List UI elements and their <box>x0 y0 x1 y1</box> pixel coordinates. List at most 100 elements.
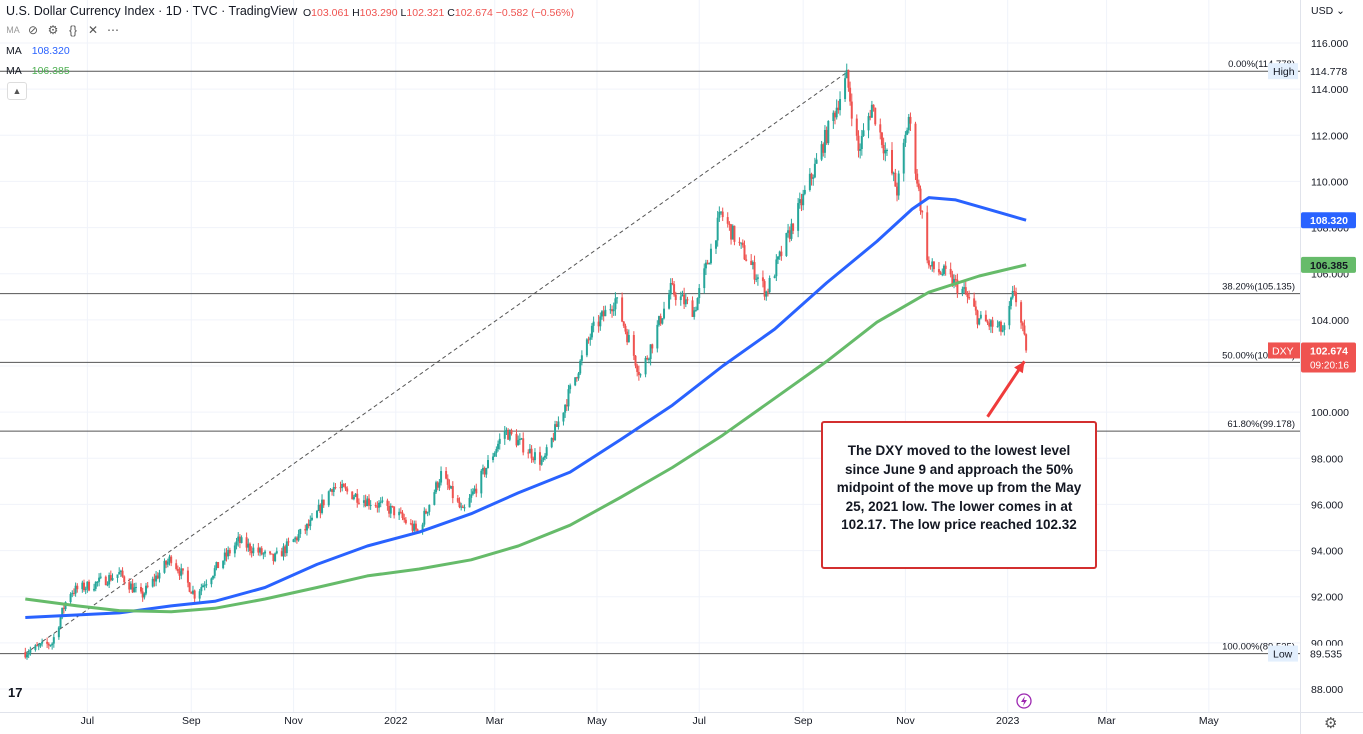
candle-body <box>798 199 801 204</box>
candle <box>718 206 721 222</box>
candle <box>745 254 748 262</box>
source-code-icon[interactable]: {} <box>68 23 77 37</box>
candle <box>626 328 629 346</box>
candle-body <box>614 298 617 310</box>
candle <box>693 306 696 320</box>
candle-body <box>1015 292 1018 303</box>
candle <box>860 129 863 156</box>
candle <box>386 498 389 511</box>
candle <box>354 493 357 498</box>
candle-body <box>440 471 443 483</box>
candle-body <box>327 491 330 506</box>
candle-body <box>989 320 992 327</box>
ma-icon[interactable]: MA <box>6 25 20 35</box>
candle <box>505 427 508 435</box>
candle <box>602 305 605 322</box>
candle-body <box>550 437 553 448</box>
candle <box>507 428 510 440</box>
candle-body <box>647 359 650 361</box>
candle-body <box>1021 322 1024 326</box>
ma-line-green <box>25 263 1027 614</box>
candle-body <box>245 537 248 548</box>
candle-body <box>909 116 912 124</box>
candle <box>118 567 121 575</box>
candle <box>36 642 39 647</box>
candle <box>93 583 96 592</box>
candle <box>52 633 55 648</box>
candle-body <box>998 321 1001 327</box>
candle <box>332 482 335 497</box>
candle <box>193 589 196 603</box>
candle <box>808 168 811 192</box>
candle-body <box>773 276 776 278</box>
candle-body <box>567 389 570 407</box>
candle <box>976 309 979 329</box>
candle-body <box>706 262 709 265</box>
candle-body <box>1008 305 1011 326</box>
candle <box>907 113 910 134</box>
candle <box>131 578 134 594</box>
candle-body <box>181 568 184 571</box>
candle <box>609 303 612 314</box>
candle-body <box>857 135 860 151</box>
candle-body <box>879 124 882 133</box>
candle-body <box>321 499 324 513</box>
candle-body <box>825 129 828 144</box>
candle <box>451 481 454 504</box>
candle-body <box>663 308 666 319</box>
candle-body <box>285 541 288 554</box>
gear-icon[interactable]: ⚙ <box>1324 715 1338 732</box>
candle-body <box>471 491 474 495</box>
candle-body <box>74 585 77 594</box>
candle-body <box>483 467 486 475</box>
candle <box>721 207 724 222</box>
candle <box>151 576 154 588</box>
y-tick-label: 100.000 <box>1311 407 1349 419</box>
candle <box>999 320 1002 336</box>
currency-label: USD ⌄ <box>1311 5 1345 17</box>
candle-body <box>381 500 384 502</box>
close-icon[interactable]: ✕ <box>87 23 99 37</box>
price-label-box <box>1301 342 1356 373</box>
candle <box>304 524 307 535</box>
settings-icon[interactable]: ⚙ <box>47 23 59 37</box>
candle-body <box>210 578 213 585</box>
candle-body <box>170 556 173 564</box>
ma-legend-100[interactable]: MA 108.320 <box>6 45 70 57</box>
candle <box>329 487 332 492</box>
candle-body <box>351 491 354 500</box>
candle <box>342 483 345 488</box>
ma-legend-200[interactable]: MA 106.385 <box>6 65 70 77</box>
candle <box>445 467 448 480</box>
candle <box>362 495 365 508</box>
eye-off-icon[interactable]: ⊘ <box>27 23 39 37</box>
candle-body <box>869 116 872 118</box>
more-icon[interactable]: ⋯ <box>107 23 119 37</box>
candle <box>766 288 769 297</box>
candle-body <box>463 507 466 509</box>
candle-body <box>907 116 910 131</box>
candle-body <box>859 149 862 151</box>
tradingview-logo-icon[interactable]: 17 <box>8 685 23 700</box>
candle <box>493 451 496 457</box>
close-value: 102.674 <box>454 7 493 19</box>
candle-body <box>540 459 543 465</box>
candle <box>730 224 733 245</box>
candle <box>597 314 600 333</box>
candle <box>26 651 29 660</box>
candle-body <box>580 355 583 361</box>
candle-body <box>178 571 181 576</box>
candle <box>577 371 580 381</box>
candle <box>557 416 560 430</box>
collapse-legend-button[interactable]: ▲ <box>7 82 27 100</box>
candle-body <box>213 568 216 576</box>
candle <box>634 355 637 369</box>
y-tick-label: 104.000 <box>1311 315 1349 327</box>
candle-body <box>158 572 161 579</box>
candle <box>287 537 290 546</box>
candle <box>259 546 262 557</box>
price-label-box <box>1301 645 1356 662</box>
candle <box>498 433 501 450</box>
candle-body <box>346 488 349 492</box>
